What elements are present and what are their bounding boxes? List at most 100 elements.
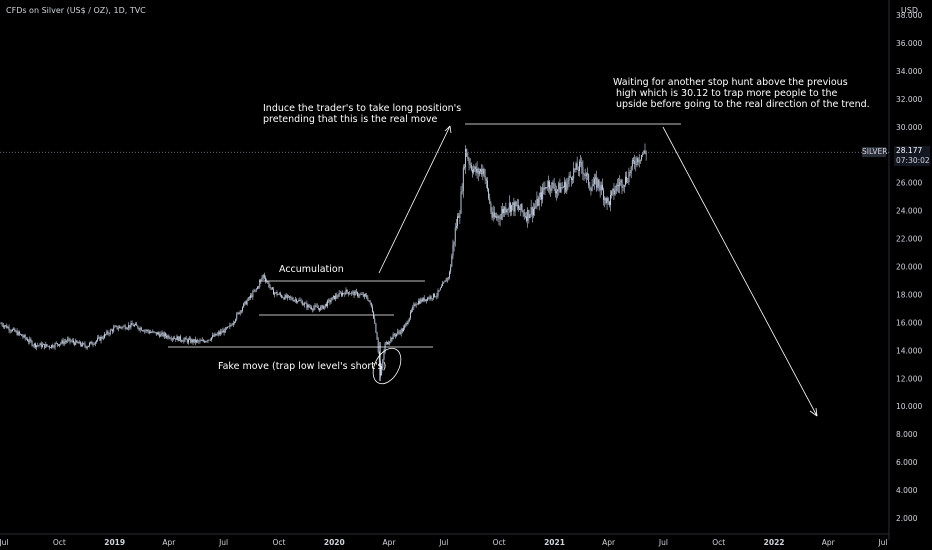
candle-body [549,181,550,189]
candle [39,342,41,346]
candle [598,179,600,192]
candle [120,326,122,329]
candle-body [244,301,246,304]
candle [534,203,536,217]
candle [607,197,609,205]
candle [299,297,301,302]
candle [620,178,622,186]
candle-body [591,186,593,191]
candle [530,199,532,218]
candle [66,339,67,344]
candle-body [642,153,644,156]
candle-body [99,337,101,341]
candle-body [125,328,127,330]
candle [482,164,484,181]
candle-body [404,325,406,329]
candle-body [342,292,343,296]
candle [581,157,583,174]
candle [73,338,74,345]
candle-body [31,341,33,346]
candle [464,164,465,170]
candle [630,166,632,179]
candle-body [581,161,583,167]
candle [625,171,626,187]
candle-body [572,178,573,181]
candle [382,358,384,371]
candle [553,177,555,191]
candle [248,296,250,301]
candle [301,299,303,306]
candle [10,329,12,333]
candle [631,157,633,171]
candle [207,339,209,344]
candle [399,330,401,336]
candle [38,344,40,348]
candle [5,325,7,328]
candle-body [268,282,270,287]
candle [623,184,625,193]
induce-arrow-head-left [444,125,451,132]
candle-body [504,207,506,213]
candle-body [589,185,591,190]
candle-body [133,324,135,327]
candle [477,167,479,182]
candle [374,315,376,325]
candle [331,297,333,301]
candle [365,293,366,297]
candle-body [66,341,67,342]
candle-body [633,160,634,162]
candle-body [453,241,455,246]
candle [355,288,357,295]
candle-body [429,296,431,299]
candle-body [236,313,238,320]
candle-body [622,186,624,188]
candle-body [142,330,143,332]
candle [25,336,27,341]
candle [145,328,147,334]
candle-body [206,341,208,342]
candle [307,303,309,310]
candle-body [0,323,2,325]
candle [309,304,311,310]
candle [330,297,332,304]
y-tick-label: 24.000 [896,207,922,216]
candle-body [554,188,556,194]
candle-body [229,324,231,327]
candle-body [552,182,554,184]
candle [570,176,572,187]
candle-body [391,337,393,340]
candle-body [261,277,263,280]
candle [351,291,353,297]
candle [231,322,233,326]
candle-body [522,210,524,213]
candle-body [181,340,182,342]
candle-body [257,286,258,289]
candle-body [623,184,625,187]
candle [582,160,584,181]
candle [186,338,188,344]
candle [536,191,538,210]
candle-body [167,335,169,338]
candle [533,202,534,218]
candle [125,326,127,330]
chart-title: CFDs on Silver (US$ / OZ), 1D, TVC [6,6,146,15]
candle-body [527,209,529,221]
candle [508,195,510,213]
candle [269,284,271,290]
candle [261,275,263,281]
candle [128,322,130,331]
candle-body [464,167,465,168]
candle-body [455,226,457,228]
candle [321,304,323,310]
candle-body [415,304,417,306]
candle-body [501,208,503,214]
candle-body [122,326,124,328]
candle-body [94,341,96,345]
candle-body [137,325,139,329]
candle [391,337,393,342]
candle-body [569,175,571,178]
candle-body [232,322,234,325]
candle-body [385,342,387,344]
candle [4,325,5,330]
